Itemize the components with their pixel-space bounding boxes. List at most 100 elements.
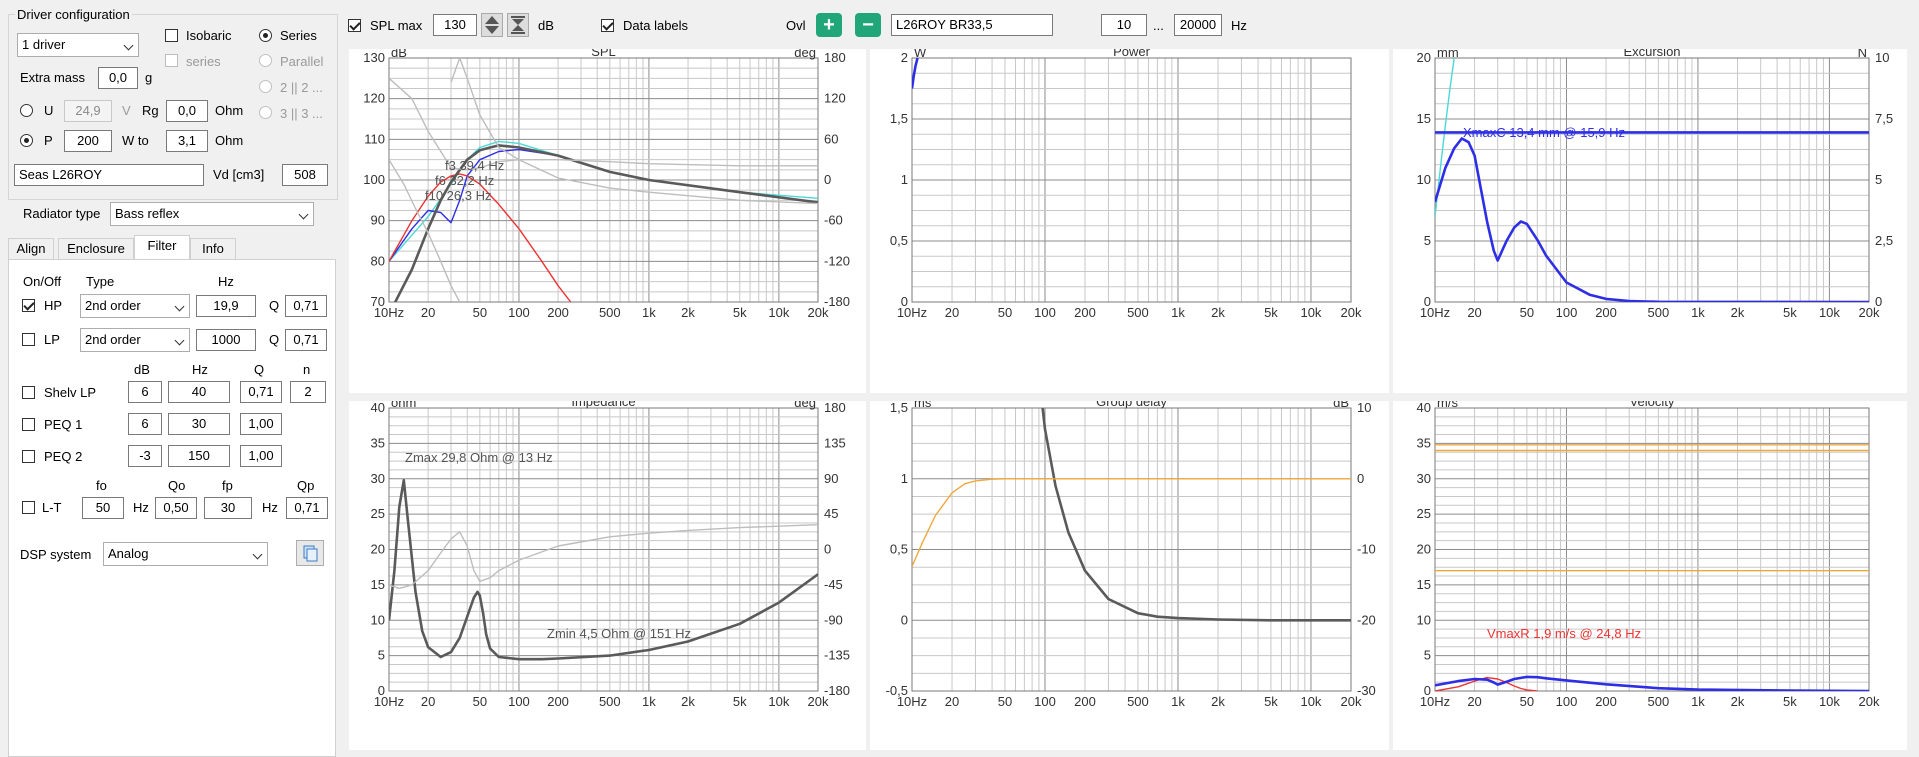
- hp-type-value: 2nd order: [85, 298, 141, 313]
- hp-checkbox[interactable]: [22, 299, 35, 312]
- velocity-chart[interactable]: 40 35 30 25 20 15 10 5 0 10Hz 20 50 100 200 500 1k 2k 5k 1…: [1393, 401, 1907, 750]
- parallel-3-radio[interactable]: [259, 106, 272, 119]
- spl-max-field[interactable]: 130: [433, 14, 477, 36]
- spl-y-tick-label: 120: [363, 91, 385, 106]
- series-checkbox[interactable]: [165, 54, 178, 67]
- lt-qp-field[interactable]: 0,71: [286, 497, 328, 519]
- lt-fp-field[interactable]: 30: [204, 497, 252, 519]
- hp-q-field[interactable]: 0,71: [285, 295, 327, 317]
- group-delay-x-tick-label: 2k: [1211, 694, 1225, 709]
- qo-header: Qo: [168, 478, 186, 493]
- impedance-chart[interactable]: 40 35 30 25 20 15 10 5 0 180 135 90 45 0 -45 -90 -135 -18…: [349, 401, 866, 750]
- impedance-y2-tick-label: 45: [824, 506, 838, 521]
- shelv-db-field[interactable]: 6: [128, 381, 162, 403]
- add-overlay-button[interactable]: +: [816, 13, 842, 37]
- rg-field[interactable]: 0,0: [166, 100, 208, 122]
- freq-to-field[interactable]: 20000: [1174, 14, 1222, 36]
- tab-info[interactable]: Info: [190, 238, 236, 260]
- shelv-lp-checkbox[interactable]: [22, 386, 35, 399]
- excursion-y2-tick-label: 10: [1875, 50, 1889, 65]
- peq2-q-field[interactable]: 1,00: [240, 445, 282, 467]
- remove-overlay-button[interactable]: −: [855, 13, 881, 37]
- spl-chart[interactable]: 130 120 110 100 90 80 70 180 120 60 0 -60 -120 -180 10…: [349, 49, 866, 393]
- u-field[interactable]: 24,9: [64, 100, 112, 122]
- wto-unit: Ohm: [215, 133, 244, 148]
- parallel-radio[interactable]: [259, 54, 272, 67]
- lp-q-field[interactable]: 0,71: [285, 329, 327, 351]
- driver-configuration-group: Driver configuration: [8, 7, 338, 200]
- driver-name-field[interactable]: Seas L26ROY: [14, 164, 204, 186]
- power-x-tick-label: 20k: [1341, 305, 1362, 320]
- velocity-y-tick-label: 20: [1417, 542, 1431, 557]
- peq1-db-field[interactable]: 6: [128, 413, 162, 435]
- peq1-hz-field[interactable]: 30: [168, 413, 230, 435]
- u-radio[interactable]: [20, 104, 33, 117]
- vd-field[interactable]: 508: [282, 164, 328, 186]
- extra-mass-field[interactable]: 0,0: [98, 67, 138, 89]
- chevron-down-icon: [298, 209, 309, 220]
- shelv-n-field[interactable]: 2: [290, 381, 326, 403]
- velocity-x-tick-label: 50: [1520, 694, 1534, 709]
- shelv-q-field[interactable]: 0,71: [240, 381, 282, 403]
- spl-max-spin-button[interactable]: [481, 13, 503, 37]
- overlay-name-field[interactable]: L26ROY BR33,5: [891, 14, 1053, 36]
- impedance-series-line: [389, 478, 818, 661]
- impedance-data-label: Zmax 29,8 Ohm @ 13 Hz: [405, 450, 553, 465]
- excursion-x-tick-label: 5k: [1783, 305, 1797, 320]
- spl-max-checkbox[interactable]: [348, 19, 361, 32]
- peq1-checkbox[interactable]: [22, 418, 35, 431]
- parallel-radio-label: Parallel: [280, 54, 324, 69]
- driver-count-select[interactable]: 1 driver: [17, 33, 139, 57]
- excursion-y-tick-label: 0: [1424, 294, 1431, 309]
- qp-header: Qp: [297, 478, 315, 493]
- lp-type-select[interactable]: 2nd order: [80, 328, 190, 352]
- spl-y-tick-label: 90: [371, 213, 385, 228]
- impedance-y-tick-label: 20: [371, 542, 385, 557]
- power-x-tick-label: 500: [1127, 305, 1149, 320]
- lp-checkbox[interactable]: [22, 333, 35, 346]
- lt-qo-field[interactable]: 0,50: [155, 497, 197, 519]
- group-delay-x-tick-label: 200: [1074, 694, 1096, 709]
- lt-checkbox[interactable]: [22, 501, 35, 514]
- lt-fo-field[interactable]: 50: [82, 497, 124, 519]
- dsp-system-value: Analog: [108, 546, 149, 561]
- isobaric-checkbox[interactable]: [165, 29, 178, 42]
- spl-chart-title: SPL: [591, 49, 616, 59]
- freq-from-field[interactable]: 10: [1101, 14, 1147, 36]
- tab-align[interactable]: Align: [8, 238, 54, 260]
- peq1-q-field[interactable]: 1,00: [240, 413, 282, 435]
- hp-hz-field[interactable]: 19,9: [196, 295, 256, 317]
- spl-x-tick-label: 20: [421, 305, 435, 320]
- excursion-chart[interactable]: 20 15 10 5 0 10 7,5 5 2,5 0 10Hz 20 50 100 200 500 1k 2k 5…: [1393, 49, 1907, 393]
- power-chart[interactable]: 2 1,5 1 0,5 0 10Hz 20 50 100 200 500 1k 2k 5k 10k 20k Po…: [870, 49, 1389, 393]
- spl-y-tick-label: 110: [364, 131, 385, 146]
- impedance-y2-tick-label: 135: [824, 435, 846, 450]
- velocity-x-tick-label: 1k: [1691, 694, 1705, 709]
- peq2-checkbox[interactable]: [22, 450, 35, 463]
- shelv-hz-field[interactable]: 40: [168, 381, 230, 403]
- p-field[interactable]: 200: [64, 130, 112, 152]
- dsp-system-select[interactable]: Analog: [103, 542, 268, 566]
- parallel-2-radio[interactable]: [259, 80, 272, 93]
- spl-y-tick-label: 100: [363, 172, 385, 187]
- lp-hz-field[interactable]: 1000: [196, 329, 256, 351]
- shelv-lp-label: Shelv LP: [44, 385, 97, 400]
- radiator-type-select[interactable]: Bass reflex: [110, 202, 314, 226]
- wto-field[interactable]: 3,1: [166, 130, 208, 152]
- peq2-db-field[interactable]: -3: [128, 445, 162, 467]
- tab-enclosure[interactable]: Enclosure: [58, 238, 134, 260]
- copy-button[interactable]: [296, 540, 324, 566]
- spl-max-fit-button[interactable]: [507, 13, 529, 37]
- excursion-y-tick-label: 15: [1417, 111, 1431, 126]
- power-x-tick-label: 200: [1074, 305, 1096, 320]
- hp-type-select[interactable]: 2nd order: [80, 294, 190, 318]
- power-plot-frame: [911, 57, 1352, 303]
- group-delay-y-tick-label: 1,5: [890, 401, 908, 415]
- tab-filter[interactable]: Filter: [134, 235, 190, 260]
- group-delay-chart[interactable]: 1,5 1 0,5 0 -0,5 10 0 -10 -20 -30 10Hz 20 50 100 200 50…: [870, 401, 1389, 750]
- series-radio[interactable]: [259, 29, 272, 42]
- group-delay-x-tick-label: 20: [945, 694, 959, 709]
- peq2-hz-field[interactable]: 150: [168, 445, 230, 467]
- p-radio[interactable]: [20, 134, 33, 147]
- data-labels-checkbox[interactable]: [601, 19, 614, 32]
